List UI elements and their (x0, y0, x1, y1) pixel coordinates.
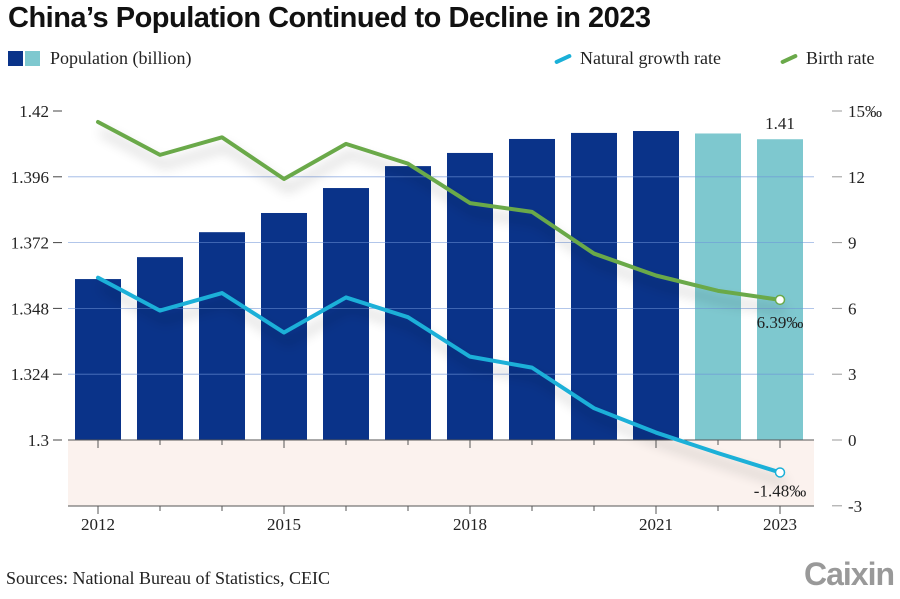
left-axis-label: 1.3 (28, 431, 49, 450)
bar-2019 (509, 138, 555, 440)
left-axis-label: 1.324 (11, 365, 50, 384)
bar-2021 (633, 131, 679, 440)
left-axis-label: 1.396 (11, 168, 49, 187)
legend-label-population: Population (billion) (50, 48, 192, 68)
right-axis-label: 3 (848, 365, 857, 384)
natural-growth-line (96, 275, 782, 475)
right-axis-label: 0 (848, 431, 857, 450)
bar-2020 (571, 132, 617, 440)
right-axis-label: 15‰ (848, 102, 882, 121)
legend-label-birth-rate: Birth rate (806, 48, 875, 68)
left-axis-label: 1.348 (11, 299, 49, 318)
right-axis-label: 12 (848, 168, 865, 187)
x-axis-label-2018: 2018 (453, 515, 487, 534)
bar-2013 (137, 257, 183, 440)
legend-natural-growth: Natural growth rate (553, 48, 721, 69)
negative-region-band (68, 440, 814, 506)
x-axis-label-2015: 2015 (267, 515, 301, 534)
left-axis-label: 1.42 (19, 102, 49, 121)
bar-2015 (261, 212, 307, 440)
legend-label-natural-growth: Natural growth rate (580, 48, 721, 68)
legend-population: Population (billion) (8, 48, 192, 69)
right-axis-label: 9 (848, 234, 857, 253)
bar-2023 (757, 139, 803, 440)
x-axis-label-2012: 2012 (81, 515, 115, 534)
x-axis-label-2021: 2021 (639, 515, 673, 534)
source-note: Sources: National Bureau of Statistics, … (6, 568, 330, 588)
natural-growth-line-end-marker (774, 467, 786, 478)
birth-rate-line (96, 119, 782, 302)
birth-rate-line-end-marker (774, 294, 786, 306)
chart-title: China’s Population Continued to Decline … (8, 2, 651, 34)
bar-2017 (385, 166, 431, 441)
caixin-logo: Caixin (803, 556, 895, 592)
annotation-population-2023: 1.41 (765, 114, 795, 133)
annotation-natural-growth-2023: -1.48‰ (754, 481, 806, 500)
left-axis-label: 1.372 (11, 234, 49, 253)
right-axis-label: 6 (848, 299, 857, 318)
legend-swatch-dark (8, 51, 23, 66)
bar-2016 (323, 188, 369, 440)
bar-2018 (447, 152, 493, 440)
legend-swatch-light (25, 51, 40, 66)
legend-birth-rate: Birth rate (779, 48, 875, 69)
x-axis-label-2023: 2023 (763, 515, 797, 534)
bar-2012 (75, 279, 121, 440)
annotation-birth-rate-2023: 6.39‰ (757, 313, 804, 332)
right-axis-label: -3 (848, 497, 862, 516)
bar-2014 (199, 232, 245, 440)
